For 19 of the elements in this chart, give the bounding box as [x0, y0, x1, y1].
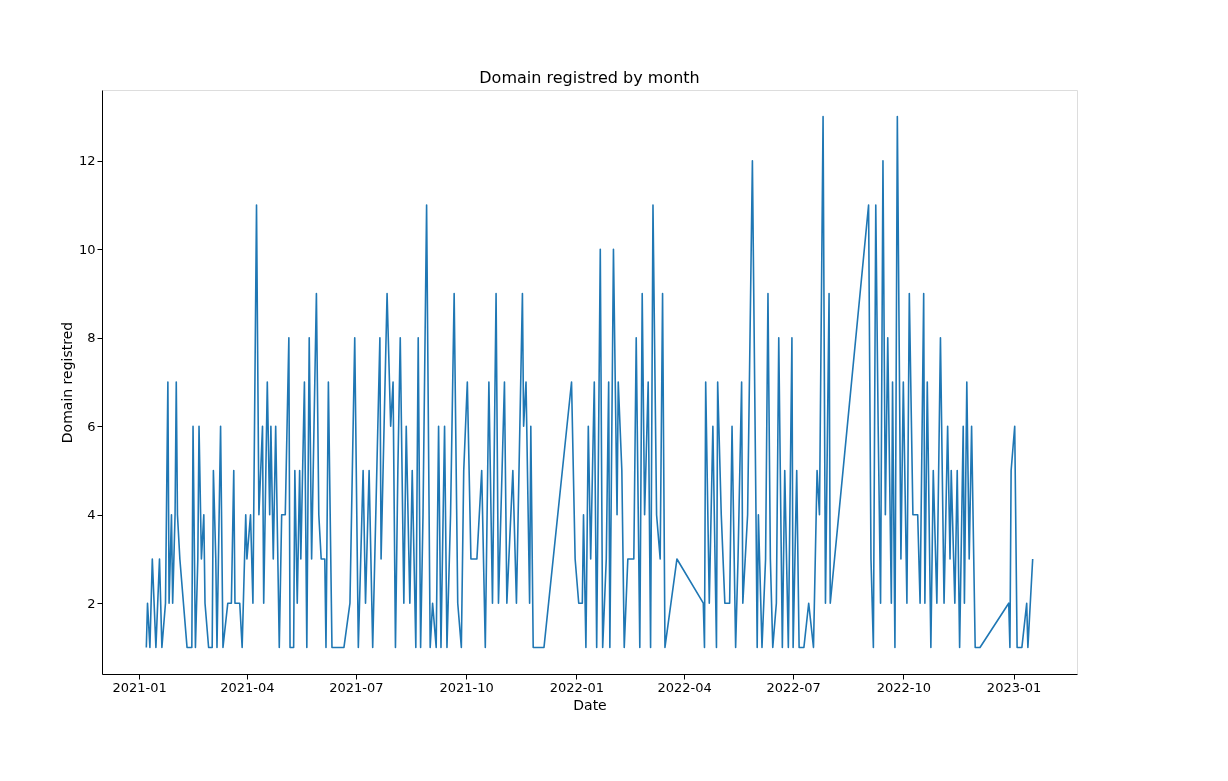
- y-tick-label: 10: [78, 241, 96, 257]
- y-tick-label: 6: [87, 418, 96, 434]
- x-tick-label: 2021-04: [220, 679, 275, 695]
- x-tick-label: 2021-07: [329, 679, 384, 695]
- x-axis-title: Date: [573, 696, 607, 713]
- x-tick-label: 2023-01: [986, 679, 1042, 695]
- chart-title: Domain registred by month: [479, 68, 700, 87]
- x-tick-label: 2021-10: [439, 679, 494, 695]
- y-tick-label: 8: [87, 330, 96, 346]
- y-tick-label: 12: [78, 153, 96, 169]
- x-tick-label: 2022-04: [657, 679, 712, 695]
- y-tick-label: 2: [87, 595, 96, 611]
- line-series: [145, 115, 1034, 649]
- y-tick-label: 4: [87, 507, 96, 523]
- x-tick-label: 2022-07: [766, 679, 821, 695]
- x-tick-label: 2022-10: [876, 679, 931, 695]
- x-tick-label: 2022-01: [549, 679, 604, 695]
- x-tick-label: 2021-01: [112, 679, 167, 695]
- y-axis-title: Domain registred: [58, 321, 75, 444]
